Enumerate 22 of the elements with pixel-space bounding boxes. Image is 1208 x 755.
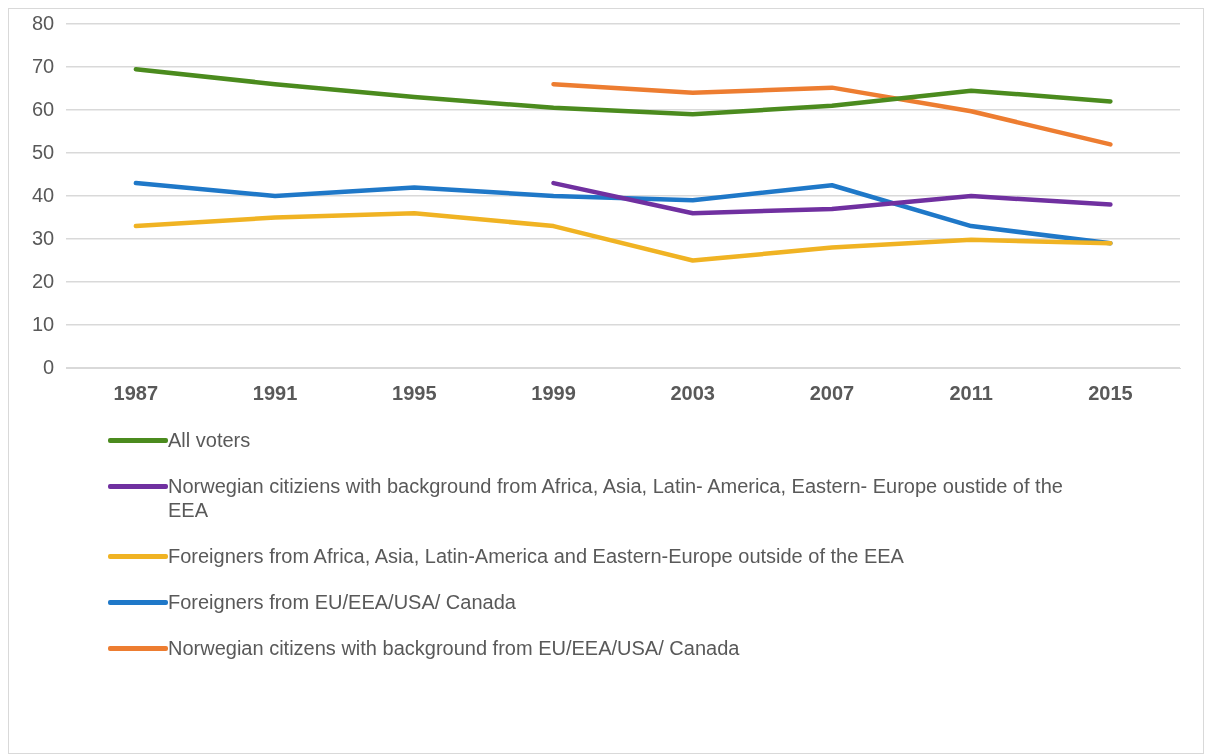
x-tick-label: 1987 (113, 381, 159, 404)
x-tick-label: 2003 (670, 381, 715, 404)
y-tick-label: 0 (43, 355, 55, 378)
y-tick-label: 60 (32, 97, 55, 120)
y-tick-label: 40 (32, 183, 55, 206)
legend-label: Foreigners from Africa, Asia, Latin-America and Eastern-Europe outside of the EEA (168, 544, 904, 568)
y-tick-label: 50 (32, 140, 55, 163)
legend-label: All voters (168, 428, 251, 452)
x-tick-label: 1991 (252, 381, 298, 404)
x-tick-label: 2015 (1088, 381, 1133, 404)
x-tick-label: 1999 (531, 381, 576, 404)
y-tick-label: 10 (32, 312, 55, 335)
legend-label: Norwegian citiziens with background from Africa, Asia, Latin- America, Eastern- Europe oustide of the EEA (168, 474, 1064, 522)
x-tick-label: 1995 (392, 381, 437, 404)
y-tick-label: 70 (32, 54, 55, 77)
legend-label: Norwegian citizens with background from EU/EEA/USA/ Canada (168, 636, 740, 660)
y-tick-label: 20 (32, 269, 55, 292)
y-tick-label: 80 (32, 11, 55, 34)
legend-label: Foreigners from EU/EEA/USA/ Canada (168, 590, 516, 614)
y-tick-label: 30 (32, 226, 55, 249)
x-tick-label: 2007 (809, 381, 855, 404)
x-tick-label: 2011 (949, 381, 993, 404)
